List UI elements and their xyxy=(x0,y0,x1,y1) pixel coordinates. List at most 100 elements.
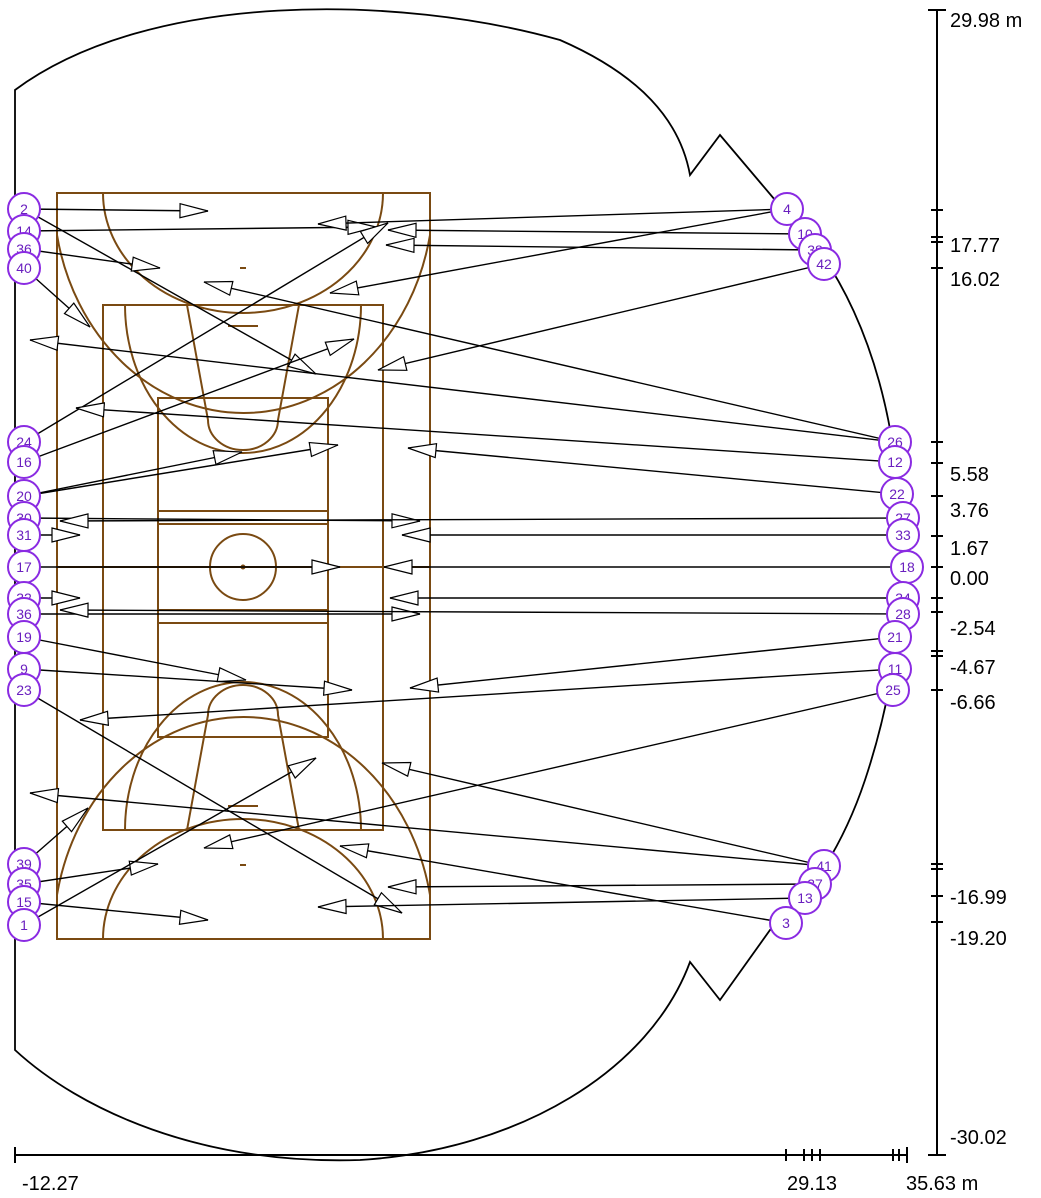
position-marker-circle xyxy=(7,445,41,479)
sightline-arrow xyxy=(23,757,317,926)
y-label-10: -16.99 xyxy=(950,887,1007,909)
y-label-2: 16.02 xyxy=(950,269,1000,291)
position-marker[interactable]: 3 xyxy=(769,906,803,940)
top-free-throw-arc xyxy=(124,304,362,454)
position-marker-label: 18 xyxy=(899,559,915,575)
sightline-arrow xyxy=(23,689,403,914)
x-axis xyxy=(14,1147,908,1163)
top-key xyxy=(186,304,300,451)
position-marker-label: 15 xyxy=(16,894,32,910)
position-marker-label: 21 xyxy=(887,629,903,645)
position-marker[interactable]: 18 xyxy=(890,550,924,584)
position-marker-label: 11 xyxy=(888,661,903,677)
position-marker-label: 25 xyxy=(885,682,901,698)
position-marker-circle xyxy=(788,881,822,915)
sightline-arrow xyxy=(23,202,209,219)
position-marker[interactable]: 17 xyxy=(7,550,41,584)
sightline-arrow xyxy=(23,668,353,696)
position-marker[interactable]: 31 xyxy=(7,518,41,552)
sightline-arrow xyxy=(23,208,317,375)
position-marker-label: 19 xyxy=(16,629,32,645)
top-three-point-arc xyxy=(102,192,384,314)
position-marker-label: 40 xyxy=(16,260,32,276)
position-marker[interactable]: 25 xyxy=(876,673,910,707)
position-marker-label: 22 xyxy=(889,486,905,502)
x-label-0: -12.27 xyxy=(22,1173,79,1195)
sightline-arrow xyxy=(59,513,904,529)
sightline-arrow xyxy=(385,237,816,254)
position-marker-circle xyxy=(7,908,41,942)
y-label-0: 29.98 m xyxy=(950,10,1022,32)
sightline-arrow xyxy=(317,897,806,915)
position-marker[interactable]: 12 xyxy=(878,445,912,479)
position-marker[interactable]: 1 xyxy=(7,908,41,942)
x-label-2: 35.63 m xyxy=(906,1173,978,1195)
position-marker-label: 31 xyxy=(16,527,32,543)
sightline-arrow xyxy=(29,335,896,443)
sightline-arrow xyxy=(23,338,355,463)
position-marker-label: 28 xyxy=(895,606,911,622)
y-label-7: -2.54 xyxy=(950,618,996,640)
position-marker-label: 33 xyxy=(895,527,911,543)
position-marker[interactable]: 19 xyxy=(7,620,41,654)
position-marker-label: 2 xyxy=(20,201,28,217)
position-marker[interactable]: 21 xyxy=(878,620,912,654)
sightline-arrow xyxy=(203,689,894,850)
sightline-arrow xyxy=(407,442,898,495)
sightline-arrow xyxy=(59,602,904,618)
position-marker-circle xyxy=(807,247,841,281)
y-label-3: 5.58 xyxy=(950,464,989,486)
sightline-arrow xyxy=(23,450,243,497)
sightline-arrow xyxy=(23,860,159,885)
x-label-1: 29.13 xyxy=(787,1173,837,1195)
bottom-key xyxy=(186,684,300,831)
position-marker[interactable]: 33 xyxy=(886,518,920,552)
position-marker[interactable]: 13 xyxy=(788,881,822,915)
position-marker-label: 16 xyxy=(16,454,32,470)
position-marker-label: 9 xyxy=(20,661,28,677)
position-markers: 2143640241620303117323619923393515141038… xyxy=(7,192,924,942)
position-marker-label: 3 xyxy=(782,915,790,931)
sightline-arrow xyxy=(339,843,787,924)
position-marker-label: 4 xyxy=(783,201,791,217)
sightline-arrow xyxy=(23,219,377,236)
sightline-arrows xyxy=(23,202,907,926)
court-lines xyxy=(56,192,431,940)
sightline-arrow xyxy=(23,248,161,272)
position-marker-circle xyxy=(7,673,41,707)
y-label-5: 1.67 xyxy=(950,538,989,560)
sightline-arrow xyxy=(387,879,816,895)
position-marker[interactable]: 16 xyxy=(7,445,41,479)
y-label-4: 3.76 xyxy=(950,500,989,522)
position-marker-label: 20 xyxy=(16,488,32,504)
position-marker-label: 42 xyxy=(816,256,832,272)
position-marker-label: 36 xyxy=(16,606,32,622)
sightline-arrow xyxy=(23,901,209,925)
position-marker-label: 23 xyxy=(16,682,32,698)
position-marker-label: 17 xyxy=(16,559,32,575)
y-label-6: 0.00 xyxy=(950,568,989,590)
position-marker-label: 13 xyxy=(797,890,813,906)
sightline-arrow xyxy=(381,761,825,867)
y-label-12: -30.02 xyxy=(950,1127,1007,1149)
y-label-9: -6.66 xyxy=(950,692,996,714)
position-marker[interactable]: 40 xyxy=(7,251,41,285)
position-marker-label: 1 xyxy=(20,917,28,933)
sightline-arrow xyxy=(387,222,806,239)
sightline-arrow xyxy=(377,263,825,371)
sightline-arrow xyxy=(317,208,788,231)
position-marker[interactable]: 4 xyxy=(770,192,804,226)
y-label-11: -19.20 xyxy=(950,928,1007,950)
sightline-arrow xyxy=(203,280,896,443)
sightline-arrow xyxy=(79,668,896,726)
sightline-arrow xyxy=(75,402,896,463)
bottom-three-point-arc xyxy=(102,818,384,940)
position-marker[interactable]: 23 xyxy=(7,673,41,707)
position-marker[interactable]: 42 xyxy=(807,247,841,281)
position-marker-circle xyxy=(7,251,41,285)
position-marker-circle xyxy=(876,673,910,707)
sightline-arrow xyxy=(329,208,788,296)
y-label-8: -4.67 xyxy=(950,657,996,679)
sightline-arrow xyxy=(23,441,339,497)
